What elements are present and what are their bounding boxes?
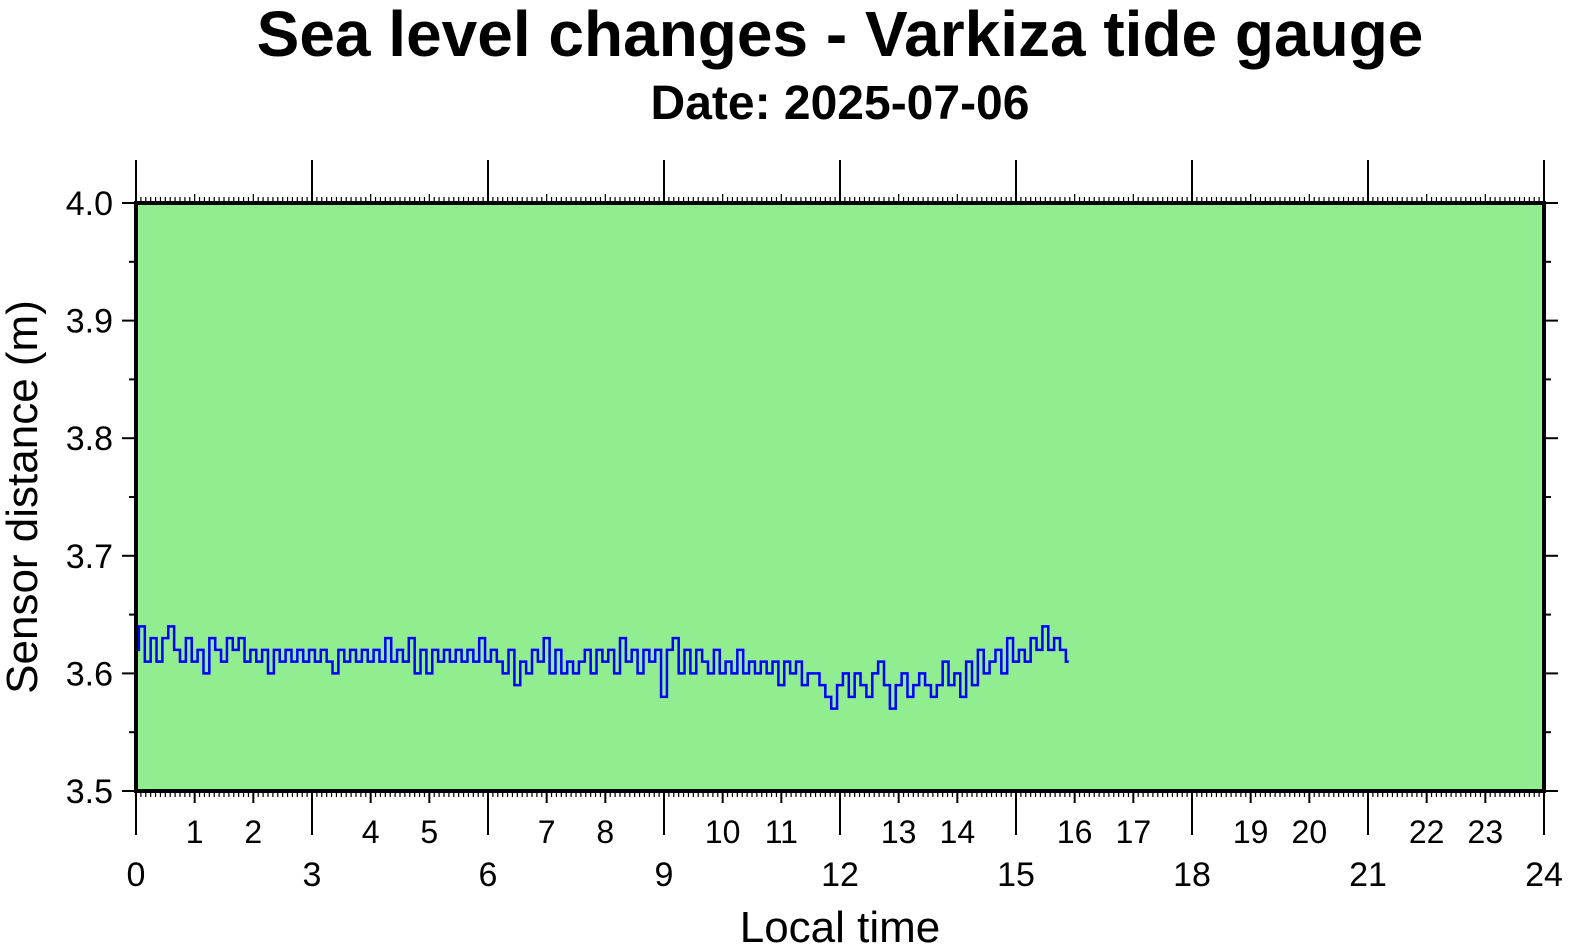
x-minor-tick-label: 20	[1292, 814, 1328, 850]
x-minor-tick-label: 7	[538, 814, 556, 850]
series-line	[136, 625, 1069, 710]
plot-area	[136, 203, 1544, 791]
y-axis-label: Sensor distance (m)	[0, 300, 47, 694]
x-minor-tick-label: 11	[765, 814, 798, 850]
x-major-tick-label: 21	[1349, 856, 1387, 894]
x-minor-tick-label: 17	[1116, 814, 1152, 850]
x-minor-tick-label: 5	[420, 814, 438, 850]
x-major-tick-label: 9	[655, 856, 674, 894]
y-tick-label: 4.0	[66, 185, 113, 223]
x-major-tick-label: 3	[303, 856, 322, 894]
y-tick-label: 3.5	[66, 773, 113, 811]
x-minor-tick-label: 19	[1233, 814, 1269, 850]
x-major-tick-label: 24	[1525, 856, 1563, 894]
chart-subtitle: Date: 2025-07-06	[651, 77, 1030, 130]
y-tick-label: 3.7	[66, 538, 113, 576]
x-minor-tick-label: 2	[244, 814, 262, 850]
x-minor-tick-label: 13	[881, 814, 917, 850]
axis-ticks	[122, 160, 1558, 835]
tick-labels: 0 3 6 9 12 15 18 21 241 2 4 5 7 8 10 11 13 14 16 17 19 20 22 23…	[66, 185, 1563, 894]
x-major-tick-label: 18	[1173, 856, 1211, 894]
y-tick-label: 3.6	[66, 655, 113, 693]
y-tick-label: 3.8	[66, 420, 113, 458]
series-layer	[136, 625, 1069, 710]
x-minor-tick-label: 16	[1057, 814, 1093, 850]
x-major-tick-label: 0	[127, 856, 146, 894]
x-minor-tick-label: 8	[596, 814, 614, 850]
plot-frame	[134, 201, 1546, 793]
chart-title: Sea level changes - Varkiza tide gauge	[257, 0, 1424, 70]
x-minor-tick-label: 14	[940, 814, 976, 850]
x-major-tick-label: 6	[479, 856, 498, 894]
x-minor-tick-label: 10	[705, 814, 741, 850]
x-minor-tick-label: 1	[186, 814, 204, 850]
x-minor-tick-label: 23	[1468, 814, 1504, 850]
y-tick-label: 3.9	[66, 303, 113, 341]
x-minor-tick-label: 4	[362, 814, 380, 850]
x-minor-tick-label: 22	[1409, 814, 1445, 850]
x-major-tick-label: 15	[997, 856, 1035, 894]
x-major-tick-label: 12	[821, 856, 859, 894]
x-axis-label: Local time	[740, 903, 941, 950]
